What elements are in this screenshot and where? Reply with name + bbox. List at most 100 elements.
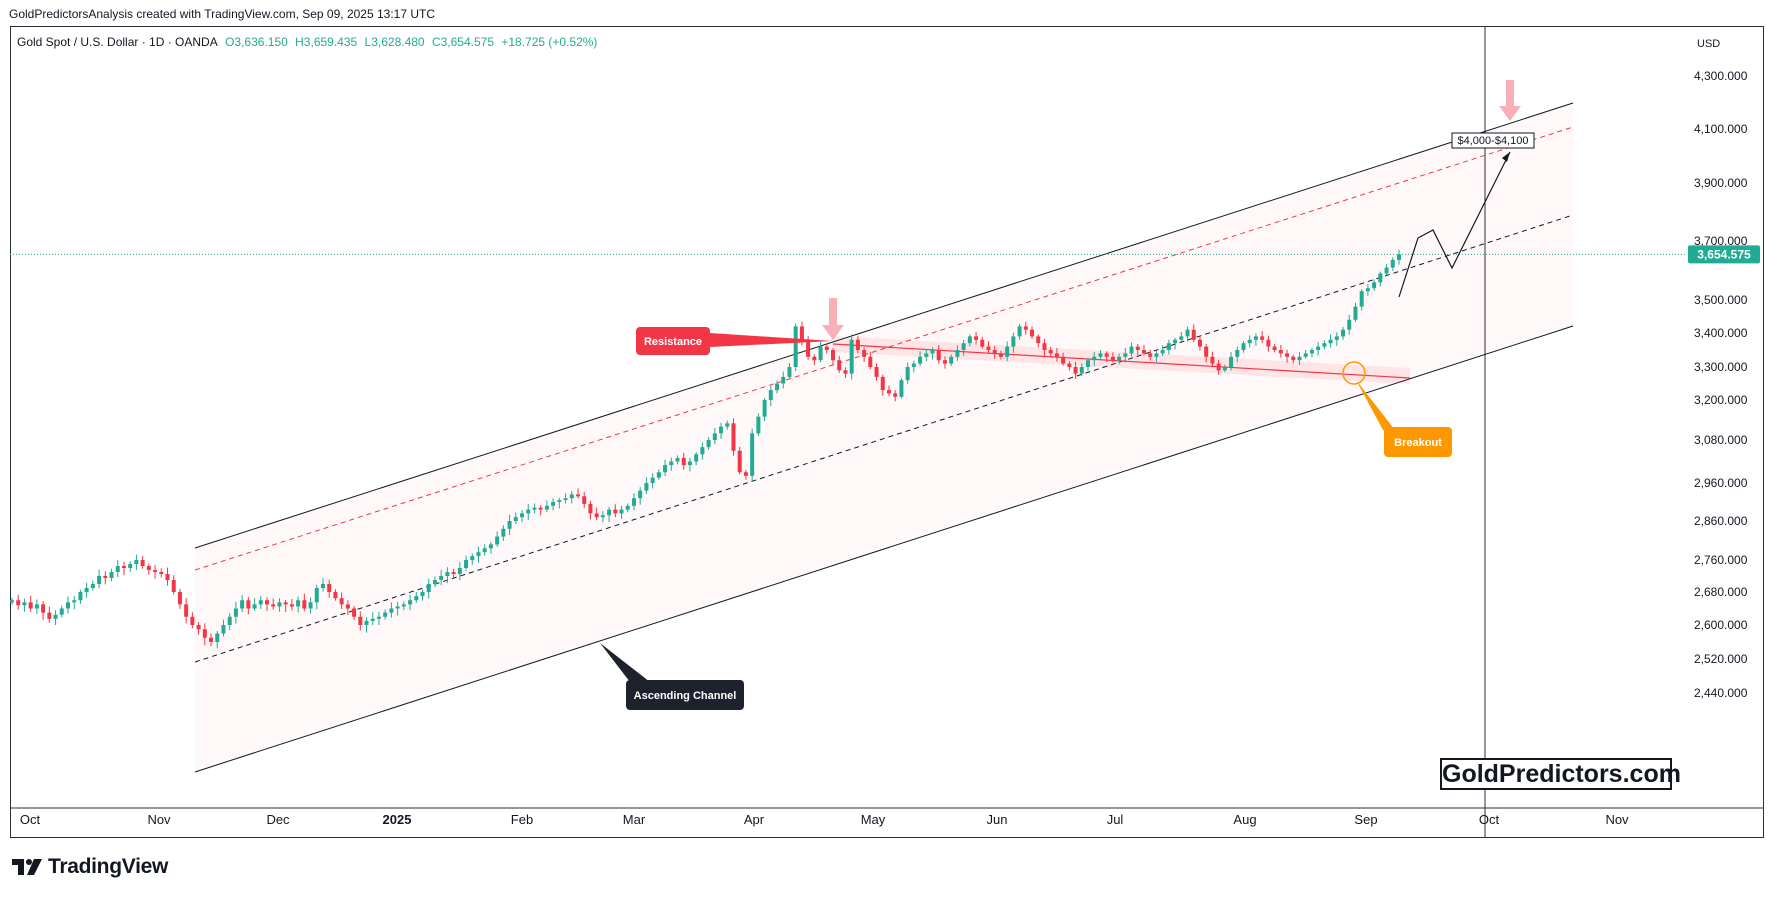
candle-body [1229, 356, 1234, 367]
candle-body [787, 367, 792, 377]
candle-body [743, 472, 748, 476]
candle-body [1316, 346, 1321, 350]
candle-body [22, 602, 27, 606]
candle-body [588, 503, 593, 514]
candle-body [1365, 288, 1370, 292]
candle-body [308, 602, 313, 609]
candle-body [837, 360, 842, 371]
candle-body [190, 616, 195, 625]
candle-body [687, 461, 692, 466]
y-tick-label: 2,520.000 [1694, 652, 1748, 666]
candle-body [843, 370, 848, 374]
candle-body [862, 350, 867, 357]
x-tick-label: 2025 [383, 812, 412, 827]
candle-body [159, 572, 164, 574]
candle-body [1235, 350, 1240, 357]
candle-body [445, 572, 450, 576]
candle-body [1397, 254, 1401, 260]
candle-body [28, 602, 33, 609]
y-tick-label: 3,500.000 [1694, 293, 1748, 307]
projection-arrowhead [1502, 152, 1510, 162]
candle-body [1141, 350, 1146, 354]
candle-body [569, 494, 574, 499]
candle-body [53, 614, 58, 619]
candle-body [1160, 350, 1165, 354]
candles [10, 249, 1401, 649]
candle-body [202, 629, 207, 638]
candle-body [1197, 339, 1202, 347]
candle-body [470, 556, 475, 560]
candle-body [1378, 273, 1383, 283]
candle-body [1297, 356, 1302, 361]
candle-body [992, 350, 997, 354]
candle-body [644, 483, 649, 491]
candle-body [488, 544, 493, 549]
candle-body [34, 604, 39, 609]
candle-body [855, 339, 860, 350]
target-label-box [1451, 132, 1535, 149]
candle-body [47, 612, 52, 619]
candle-body [482, 548, 487, 553]
tradingview-brand: TradingView [48, 855, 169, 878]
candle-body [625, 505, 630, 510]
candle-body [849, 339, 854, 374]
resistance-arrow-icon [822, 298, 844, 340]
candle-body [781, 376, 786, 384]
x-tick-label: Jul [1107, 812, 1124, 827]
y-tick-label: 2,860.000 [1694, 514, 1748, 528]
candle-body [538, 507, 543, 510]
candle-body [1166, 343, 1171, 350]
channel-upper-line [194, 102, 1574, 549]
candle-body [451, 572, 456, 574]
tradingview-logo[interactable]: TradingView [12, 855, 168, 879]
candle-body [936, 350, 941, 361]
candle-body [600, 515, 605, 518]
candle-body [930, 350, 935, 354]
channel-callout-box [626, 680, 744, 710]
channel-upper-mid-line [194, 126, 1574, 571]
candle-body [1347, 319, 1352, 330]
candle-body [812, 356, 817, 361]
candle-body [1185, 329, 1190, 337]
candle-body [1011, 336, 1016, 347]
candle-body [1241, 343, 1246, 350]
candle-body [146, 566, 151, 570]
y-tick-label: 3,300.000 [1694, 360, 1748, 374]
candle-body [41, 604, 46, 613]
candle-body [10, 600, 14, 603]
candle-body [656, 472, 661, 478]
y-tick-label: 2,960.000 [1694, 476, 1748, 490]
candle-body [177, 592, 182, 605]
candle-body [84, 588, 89, 592]
candle-body [731, 423, 736, 451]
candle-body [432, 580, 437, 584]
candle-body [420, 592, 425, 597]
candle-body [669, 461, 674, 466]
candle-body [1210, 356, 1215, 364]
candle-body [426, 584, 431, 592]
breakout-callout-pointer [1356, 380, 1395, 430]
candle-body [383, 612, 388, 617]
candle-body [345, 604, 350, 609]
symbol-name[interactable]: Gold Spot / U.S. Dollar · 1D · OANDA [17, 35, 218, 49]
candle-body [1173, 339, 1178, 344]
candle-body [501, 528, 506, 537]
candle-body [544, 505, 549, 510]
candle-body [681, 457, 686, 466]
channel-callout-pointer [600, 643, 650, 682]
candle-body [1110, 356, 1115, 361]
candle-body [675, 457, 680, 462]
candle-body [582, 496, 587, 504]
candle-body [905, 367, 910, 381]
candle-body [439, 576, 444, 580]
candle-body [955, 350, 960, 357]
candle-body [495, 536, 500, 545]
x-tick-label: Mar [623, 812, 646, 827]
candle-body [121, 566, 126, 568]
candle-body [949, 356, 954, 364]
candle-body [918, 356, 923, 364]
candle-body [706, 440, 711, 448]
candle-body [103, 576, 108, 578]
x-tick-label: Nov [1605, 812, 1629, 827]
